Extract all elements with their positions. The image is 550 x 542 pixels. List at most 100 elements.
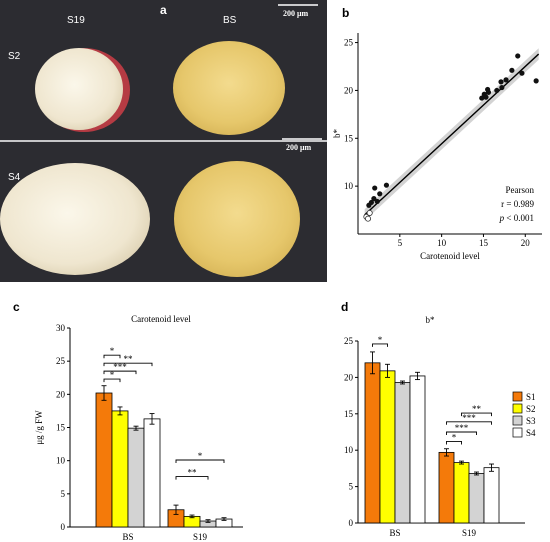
data-point (485, 86, 491, 93)
data-point (494, 87, 500, 94)
significance-label: ** (124, 354, 134, 364)
data-point (503, 77, 509, 83)
s19-s2-slice (35, 48, 123, 130)
significance-bracket (446, 441, 462, 445)
data-point-open (365, 215, 372, 222)
data-point (533, 78, 539, 84)
data-point (372, 185, 378, 191)
data-point (383, 182, 390, 188)
legend-label-s4: S4 (526, 428, 536, 438)
x-tick-label: 15 (479, 238, 489, 248)
bar-s3 (394, 382, 411, 524)
significance-bracket (103, 378, 121, 383)
y-tick-label: 20 (344, 372, 354, 382)
legend-swatch-s2 (512, 403, 523, 414)
data-point (515, 53, 521, 59)
y-tick-label: 15 (344, 409, 354, 419)
y-tick-label: 20 (56, 389, 66, 399)
significance-label: * (452, 432, 457, 442)
y-axis-label: b* (332, 129, 342, 139)
pearson-title: Pearson (506, 185, 535, 195)
y-tick-label: 10 (344, 181, 354, 191)
y-tick-label: 25 (344, 336, 354, 346)
bar-s2 (379, 370, 396, 524)
bar-s4 (409, 375, 426, 524)
bar-s2 (111, 410, 129, 528)
y-tick-label: 20 (344, 85, 354, 95)
y-tick-label: 30 (56, 323, 66, 333)
legend-swatch-s4 (512, 427, 523, 438)
bar-s2 (453, 462, 470, 524)
bar-chart-c: 0 5 10 15 20 25 30 Carotenoid level μg /g FW BS S1… (34, 314, 243, 542)
x-axis-label: Carotenoid level (420, 251, 480, 261)
significance-bracket (103, 354, 121, 359)
row-label-s2: S2 (8, 51, 21, 62)
y-tick-label: 5 (349, 482, 354, 492)
bar-s4 (483, 467, 500, 524)
significance-label: * (110, 346, 115, 356)
scatter-chart-b: 5 10 15 20 10 15 20 25 Carotenoid level b* Pearson… (332, 33, 542, 261)
photo-panel-a: a S19 BS S2 S4 200 μm 200 μm (0, 0, 327, 282)
significance-label: *** (455, 423, 469, 433)
panel-letter-b: b (342, 6, 350, 20)
pearson-p-symbol: p (499, 213, 505, 223)
x-tick-label: S19 (462, 528, 477, 538)
significance-bracket (461, 412, 492, 417)
x-tick-label: BS (389, 528, 400, 538)
data-point (479, 95, 485, 101)
x-tick-label: 10 (437, 238, 447, 248)
significance-label: *** (462, 413, 476, 423)
y-tick-label: 10 (56, 456, 66, 466)
data-point (499, 84, 505, 91)
significance-bracket (103, 362, 153, 367)
bar-s3 (468, 473, 485, 524)
y-tick-label: 15 (344, 133, 354, 143)
bar-s4 (143, 418, 161, 528)
bar-s3 (127, 427, 145, 528)
legend-label-s3: S3 (526, 416, 536, 426)
pearson-r: r = 0.989 (501, 199, 534, 209)
significance-label: * (378, 335, 383, 345)
chart-title: Carotenoid level (131, 314, 191, 324)
s19-s4-slice (0, 163, 150, 275)
col-label-s19: S19 (67, 15, 85, 26)
significance-bracket (175, 476, 209, 480)
scale-bar-label-bottom: 200 μm (286, 143, 312, 152)
row-label-s4: S4 (8, 172, 21, 183)
scale-bar-label-top: 200 μm (283, 9, 309, 18)
data-point (374, 198, 380, 205)
x-tick-label: 20 (521, 238, 531, 248)
significance-bracket (103, 370, 137, 375)
pearson-p-value: < 0.001 (504, 213, 534, 223)
y-tick-label: 0 (61, 522, 66, 532)
data-point (498, 79, 504, 85)
y-tick-label: 25 (56, 356, 66, 366)
x-tick-label: BS (122, 532, 133, 542)
col-label-bs: BS (223, 15, 237, 26)
y-tick-label: 25 (344, 38, 354, 48)
y-axis-label: μg /g FW (34, 410, 44, 445)
regression-line (364, 53, 540, 216)
significance-label: ** (188, 468, 198, 478)
y-tick-label: 5 (61, 489, 66, 499)
significance-label: * (198, 451, 203, 461)
significance-label: ** (472, 404, 482, 414)
data-point (368, 199, 374, 206)
data-point (377, 191, 383, 197)
panel-letter-d: d (341, 300, 349, 314)
data-point (483, 94, 489, 100)
significance-label: * (110, 370, 115, 380)
x-tick-label: S19 (193, 532, 208, 542)
legend-label-s2: S2 (526, 404, 536, 414)
significance-bracket (372, 343, 388, 347)
significance-bracket (175, 459, 225, 464)
data-point (509, 67, 515, 73)
bar-s1 (438, 451, 455, 524)
bs-s2-slice (173, 41, 285, 135)
x-tick-label: 5 (398, 238, 403, 248)
panel-letter-a: a (160, 3, 167, 17)
legend-label-s1: S1 (526, 392, 536, 402)
data-point-open (366, 209, 373, 216)
y-tick-label: 0 (349, 518, 354, 528)
